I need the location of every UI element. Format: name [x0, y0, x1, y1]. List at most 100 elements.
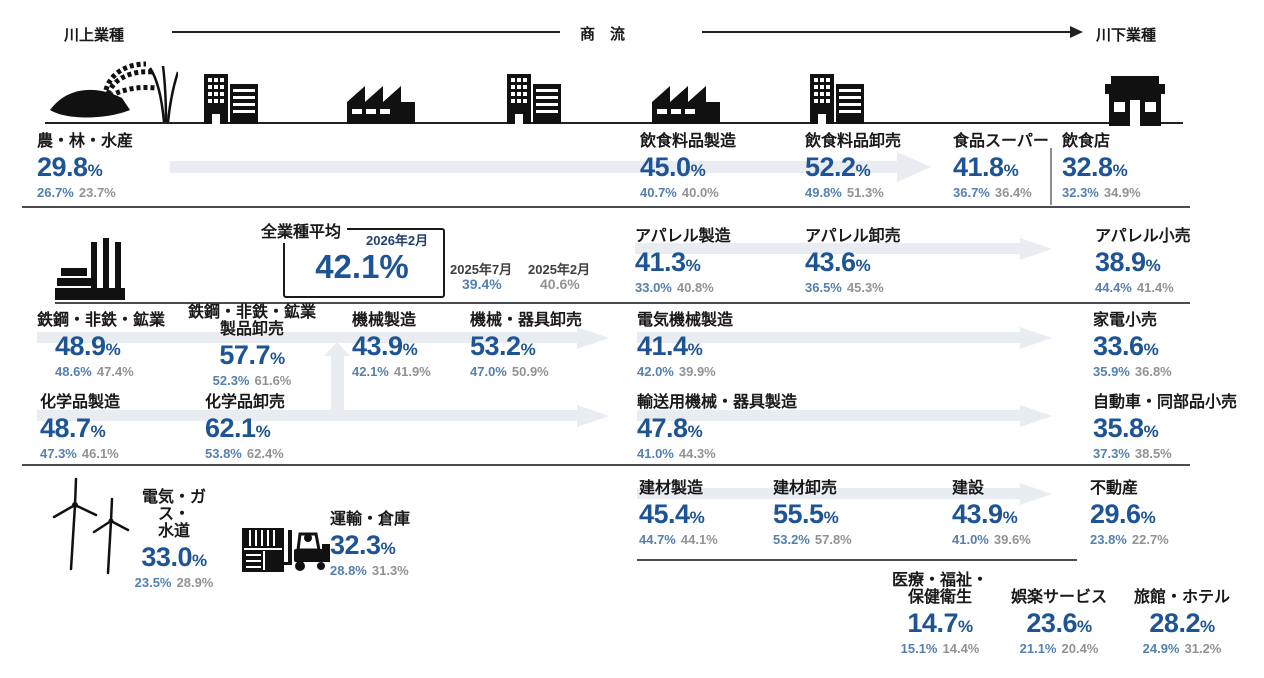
- stat-transport-warehouse: 運輸・倉庫 32.3% 28.8% 31.3%: [330, 511, 410, 578]
- industry-label: 運輸・倉庫: [330, 511, 411, 528]
- flow-arrowhead-electric-machinery: [1020, 327, 1052, 349]
- flow-band-food: [170, 161, 897, 173]
- industry-label: 飲食料品卸売: [805, 133, 902, 150]
- industry-value: 43.6%: [805, 247, 871, 278]
- average-period-label: 2026年2月: [366, 233, 429, 248]
- industry-value: 23.6%: [1026, 608, 1092, 639]
- separator-row1: [22, 206, 1190, 208]
- industry-label: 食品スーパー: [953, 133, 1049, 150]
- factory-icon: [345, 78, 417, 129]
- industry-prev-values: 33.0% 40.8%: [635, 279, 714, 295]
- industry-label: 建設: [952, 480, 985, 497]
- stat-medical-welfare-health: 医療・福祉・ 保健衛生 14.7% 15.1% 14.4%: [890, 572, 990, 656]
- flow-arrowhead-construction: [1020, 483, 1052, 505]
- industry-value: 45.4%: [639, 499, 705, 530]
- stat-machinery-equipment-wholesale: 機械・器具卸売 53.2% 47.0% 50.9%: [470, 312, 582, 379]
- industry-label: アパレル製造: [635, 228, 731, 245]
- flow-band-apparel: [635, 243, 1020, 254]
- office-building-icon: [503, 72, 565, 129]
- stat-ryokan-hotel: 旅館・ホテル 28.2% 24.9% 31.2%: [1128, 589, 1236, 656]
- industry-value: 29.6%: [1090, 499, 1156, 530]
- industry-value: 62.1%: [205, 413, 271, 444]
- office-building-icon: [806, 72, 868, 129]
- stat-machinery-manufacturing: 機械製造 43.9% 42.1% 41.9%: [352, 312, 431, 379]
- row1-icon-baseline: [45, 122, 1183, 124]
- industry-label: アパレル卸売: [805, 228, 901, 245]
- industry-label: 電気・ガス・ 水道: [141, 489, 206, 541]
- industry-label: 家電小売: [1093, 312, 1158, 329]
- industry-prev-values: 47.0% 50.9%: [470, 363, 549, 379]
- industry-prev-values: 40.7% 40.0%: [640, 184, 719, 200]
- flow-arrowhead-transport-machinery: [1020, 405, 1052, 427]
- industry-prev-values: 23.8% 22.7%: [1090, 531, 1169, 547]
- rice-plant-icon: [48, 60, 180, 129]
- prev-period1-label: 2025年7月: [450, 262, 513, 277]
- industry-value: 14.7%: [907, 608, 973, 639]
- flow-band-vertical: [331, 355, 344, 421]
- industry-label: 鉄鋼・非鉄・鉱業: [37, 312, 166, 329]
- average-value: 42.1%: [315, 248, 409, 285]
- industry-label: 建材卸売: [773, 480, 838, 497]
- prev-period2-label: 2025年2月: [528, 262, 591, 277]
- industry-label: 機械・器具卸売: [470, 312, 583, 329]
- stat-home-electronics-retail: 家電小売 33.6% 35.9% 36.8%: [1093, 312, 1172, 379]
- header-line-left: [172, 31, 560, 33]
- upstream-industries-label: 川上業種: [64, 27, 125, 44]
- industry-label: 鉄鋼・非鉄・鉱業 製品卸売: [187, 304, 316, 339]
- industry-value: 48.9%: [55, 331, 121, 362]
- industry-label: 電気機械製造: [637, 312, 734, 329]
- flow-band-chemical: [37, 410, 577, 421]
- storefront-icon: [1103, 76, 1167, 131]
- flow-arrowhead-apparel: [1020, 238, 1052, 260]
- industry-prev-values: 24.9% 31.2%: [1142, 640, 1222, 656]
- header-line-right: [702, 31, 1070, 33]
- stat-apparel-manufacturing: アパレル製造 41.3% 33.0% 40.8%: [635, 228, 731, 295]
- industry-value: 53.2%: [470, 331, 536, 362]
- industry-prev-values: 36.5% 45.3%: [805, 279, 884, 295]
- industry-value: 41.8%: [953, 152, 1019, 183]
- stat-food-beverage-wholesale: 飲食料品卸売 52.2% 49.8% 51.3%: [805, 133, 901, 200]
- stat-electric-machinery-manufacturing: 電気機械製造 41.4% 42.0% 39.9%: [637, 312, 733, 379]
- industry-prev-values: 37.3% 38.5%: [1093, 445, 1172, 461]
- industry-prev-values: 42.0% 39.9%: [637, 363, 716, 379]
- prev-period2-value: 40.6%: [540, 276, 580, 292]
- wind-turbine-icon: [45, 475, 137, 580]
- factory-icon: [650, 78, 722, 129]
- stat-apparel-wholesale: アパレル卸売 43.6% 36.5% 45.3%: [805, 228, 901, 295]
- industry-value: 28.2%: [1149, 608, 1215, 639]
- industry-label: 医療・福祉・ 保健衛生: [891, 572, 988, 607]
- stat-apparel-retail: アパレル小売 38.9% 44.4% 41.4%: [1095, 228, 1191, 295]
- stat-real-estate: 不動産 29.6% 23.8% 22.7%: [1090, 480, 1169, 547]
- industry-prev-values: 48.6% 47.4%: [55, 363, 134, 379]
- industry-value: 41.3%: [635, 247, 701, 278]
- stat-steel-products-wholesale: 鉄鋼・非鉄・鉱業 製品卸売 57.7% 52.3% 61.6%: [182, 304, 322, 388]
- industry-label: 飲食店: [1062, 133, 1111, 150]
- industry-value: 45.0%: [640, 152, 706, 183]
- all-industry-average-label: 全業種平均: [255, 217, 348, 243]
- separator-row5: [637, 559, 1077, 561]
- industry-label: 旅館・ホテル: [1133, 589, 1230, 606]
- industry-prev-values: 44.7% 44.1%: [639, 531, 718, 547]
- industry-value: 52.2%: [805, 152, 871, 183]
- industry-value: 47.8%: [637, 413, 703, 444]
- industry-value: 33.6%: [1093, 331, 1159, 362]
- stat-agriculture-forestry-fisheries: 農・林・水産 29.8% 26.7% 23.7%: [37, 133, 133, 200]
- industry-value: 43.9%: [352, 331, 418, 362]
- industry-value: 43.9%: [952, 499, 1018, 530]
- divider-supermarket-restaurant: [1050, 148, 1052, 205]
- separator-row2: [55, 302, 1190, 304]
- industry-value: 35.8%: [1093, 413, 1159, 444]
- flow-arrowhead-up: [324, 342, 350, 356]
- industry-label: 娯楽サービス: [1010, 589, 1107, 606]
- industry-label: 化学品卸売: [205, 394, 286, 411]
- industry-label: アパレル小売: [1095, 228, 1191, 245]
- industry-value: 48.7%: [40, 413, 106, 444]
- industry-label: 農・林・水産: [37, 133, 134, 150]
- flow-band-transport-machinery: [637, 410, 1020, 421]
- industry-prev-values: 47.3% 46.1%: [40, 445, 119, 461]
- industry-prev-values: 36.7% 36.4%: [953, 184, 1032, 200]
- industry-value: 32.8%: [1062, 152, 1128, 183]
- commerce-flow-label: 商 流: [580, 26, 626, 43]
- separator-row4: [22, 464, 1190, 466]
- stat-steel-nonferrous-mining: 鉄鋼・非鉄・鉱業 48.9% 48.6% 47.4%: [37, 312, 165, 379]
